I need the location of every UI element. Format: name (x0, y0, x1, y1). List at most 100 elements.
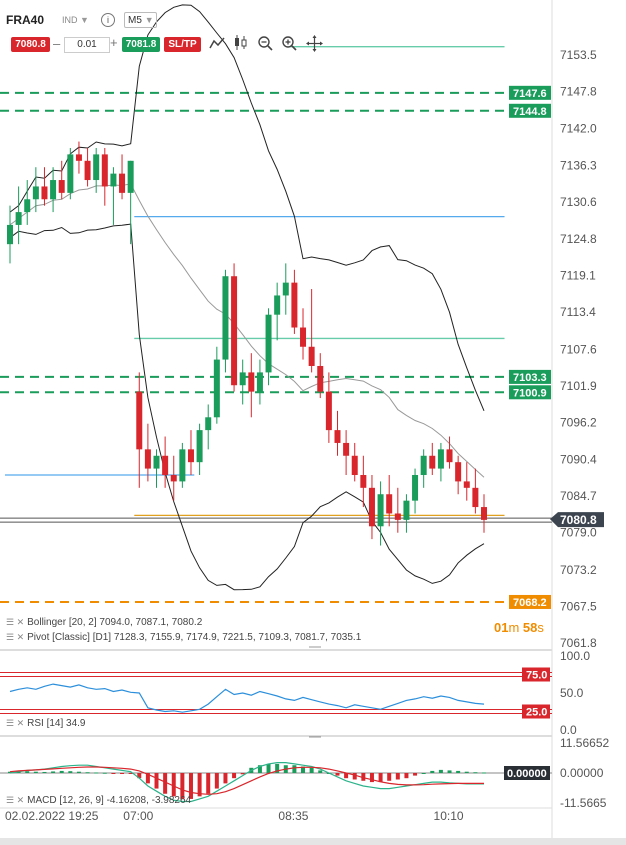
macd-histogram-bar (76, 771, 81, 773)
rsi-legend[interactable]: ☰ ✕ RSI [14] 34.9 (6, 718, 86, 729)
lot-size-input[interactable]: 0.01 (64, 37, 110, 53)
candle-body (136, 391, 143, 450)
rsi-tick-label: 100.0 (560, 649, 590, 663)
candle-body (24, 199, 31, 213)
candle-body (239, 372, 246, 386)
level-tag-label: 7144.8 (513, 106, 547, 118)
candle-body (170, 475, 177, 482)
horizontal-scrollbar[interactable] (0, 838, 626, 845)
candles-icon[interactable] (233, 34, 249, 51)
zoom-out-icon[interactable] (257, 35, 273, 51)
sltp-button[interactable]: SL/TP (164, 37, 201, 52)
time-tick-label: 08:35 (278, 809, 308, 823)
macd-histogram-bar (292, 765, 297, 773)
candle-body (231, 276, 238, 386)
lot-plus-button[interactable]: + (110, 35, 118, 50)
level-tag-label: 7100.9 (513, 387, 547, 399)
candle-body (196, 430, 203, 463)
macd-histogram-bar (102, 772, 107, 774)
macd-histogram-bar (266, 763, 271, 773)
macd-histogram-bar (240, 773, 245, 775)
rsi-tick-label: 50.0 (560, 686, 584, 700)
price-tick-label: 7073.2 (560, 563, 597, 577)
crosshair-icon[interactable] (306, 35, 323, 52)
macd-histogram-bar (464, 771, 469, 773)
level-tag-bg (509, 369, 551, 384)
chevron-down-icon: ▼ (144, 15, 154, 25)
bollinger-upper-band (9, 4, 485, 411)
macd-value-tag (504, 766, 550, 780)
macd-tick-label: -11.5665 (560, 796, 607, 810)
settings-icon[interactable]: ☰ ✕ (6, 632, 25, 642)
candle-body (110, 173, 117, 187)
candle-body (127, 160, 134, 193)
macd-histogram-bar (318, 770, 323, 773)
candle-body (343, 442, 350, 456)
candle-body (481, 507, 487, 520)
macd-histogram-bar (163, 773, 168, 794)
candle-body (308, 346, 315, 366)
macd-tick-label: 11.56652 (560, 736, 609, 750)
rsi-tick-label: 0.0 (560, 723, 577, 737)
macd-histogram-bar (197, 773, 202, 797)
candle-body (15, 212, 22, 225)
candle-body (75, 154, 82, 161)
macd-histogram-bar (404, 773, 409, 779)
current-price-tag (550, 512, 604, 528)
macd-histogram-bar (214, 773, 219, 789)
level-tag-label: 7103.3 (513, 372, 547, 384)
candle-body (58, 180, 65, 193)
macd-value-label: 0.00000 (507, 768, 547, 780)
lot-minus-button[interactable]: – (53, 36, 61, 51)
rsi-level-label: 75.0 (526, 670, 547, 682)
price-tick-label: 7153.5 (560, 48, 597, 62)
candle-body (412, 475, 419, 501)
rsi-line (9, 683, 485, 713)
settings-icon[interactable]: ☰ ✕ (6, 617, 25, 627)
candle-body (101, 154, 108, 187)
macd-histogram-bar (94, 772, 99, 774)
bollinger-middle-band (9, 183, 485, 478)
settings-icon[interactable]: ☰ ✕ (6, 795, 25, 805)
macd-histogram-bar (361, 773, 366, 781)
candle-body (368, 487, 375, 527)
symbol-name[interactable]: FRA40 (6, 13, 45, 27)
rsi-level-tag (522, 667, 550, 682)
symbol-type[interactable]: IND ▼ (62, 15, 89, 25)
sell-button[interactable]: 7080.8 (11, 37, 50, 52)
candle-body (213, 359, 220, 418)
candle-body (205, 417, 212, 431)
buy-button[interactable]: 7081.8 (122, 37, 160, 52)
macd-histogram-bar (309, 767, 314, 773)
line-chart-icon[interactable] (209, 36, 225, 50)
rsi-level-label: 25.0 (526, 707, 547, 719)
macd-histogram-bar (344, 773, 349, 779)
macd-histogram-bar (128, 773, 133, 774)
candle-body (420, 455, 427, 475)
bollinger-lower-band (9, 223, 485, 591)
candle-body (222, 276, 229, 360)
zoom-in-icon[interactable] (281, 35, 297, 51)
candle-body (463, 481, 470, 488)
settings-icon[interactable]: ☰ ✕ (6, 718, 25, 728)
level-tag-bg (509, 594, 551, 609)
candle-body (403, 500, 410, 520)
macd-legend[interactable]: ☰ ✕ MACD [12, 26, 9] -4.16208, -3.98264 (6, 795, 192, 806)
bollinger-legend[interactable]: ☰ ✕ Bollinger [20, 2] 7094.0, 7087.1, 708… (6, 617, 203, 628)
time-tick-label: 07:00 (123, 809, 153, 823)
macd-histogram-bar (257, 765, 262, 773)
candle-body (446, 449, 453, 463)
chevron-down-icon: ▼ (80, 15, 89, 25)
macd-histogram-bar (387, 773, 392, 781)
price-tick-label: 7084.7 (560, 489, 597, 503)
candle-body (360, 475, 367, 488)
candle-body (187, 449, 194, 463)
price-tick-label: 7096.2 (560, 415, 597, 429)
candle-body (437, 449, 444, 469)
pivot-legend[interactable]: ☰ ✕ Pivot [Classic] [D1] 7128.3, 7155.9, … (6, 632, 362, 643)
current-price-label: 7080.8 (560, 513, 597, 527)
info-icon[interactable]: i (101, 13, 115, 27)
macd-histogram-bar (137, 773, 142, 779)
timeframe-select[interactable]: M5 ▼ (124, 12, 157, 28)
